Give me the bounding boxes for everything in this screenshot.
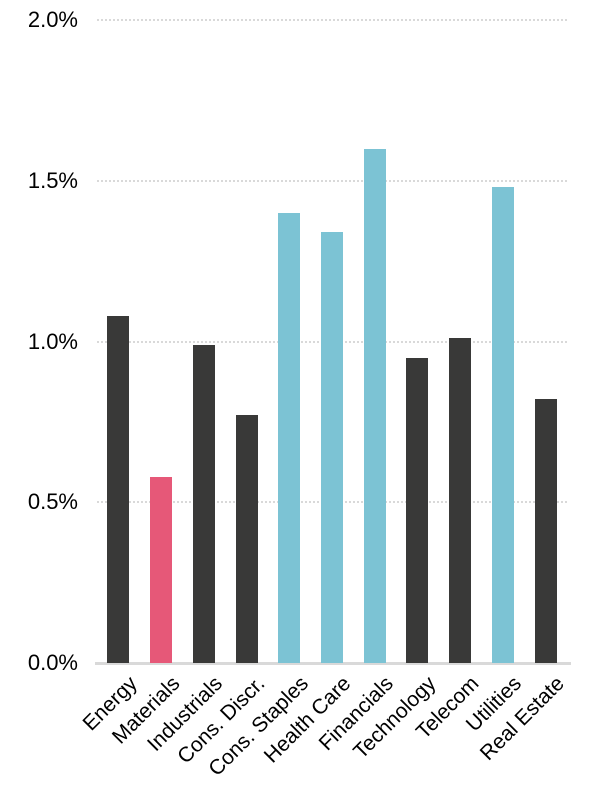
y-tick-label-0.5%: 0.5% [27, 489, 78, 515]
y-tick-label-1.0%: 1.0% [27, 328, 78, 354]
bar-cons-staples [278, 212, 301, 663]
y-tick-label-1.5%: 1.5% [27, 167, 78, 193]
bar-financials [363, 148, 386, 663]
bar-materials [150, 476, 173, 663]
bar-health-care [321, 232, 343, 663]
bar-utilities [491, 187, 514, 663]
gridline-2.0% [97, 19, 567, 21]
y-tick-label-2.0%: 2.0% [27, 7, 78, 32]
x-axis-line [95, 662, 571, 665]
bar-industrials [192, 344, 215, 663]
bar-technology [406, 357, 429, 663]
bar-telecom [449, 338, 472, 663]
bar-energy [107, 315, 130, 663]
gridline-1.5% [97, 179, 567, 182]
y-tick-label-0.0%: 0.0% [27, 650, 78, 675]
bar-cons-discr [235, 415, 258, 663]
bar-real-estate [534, 399, 557, 663]
